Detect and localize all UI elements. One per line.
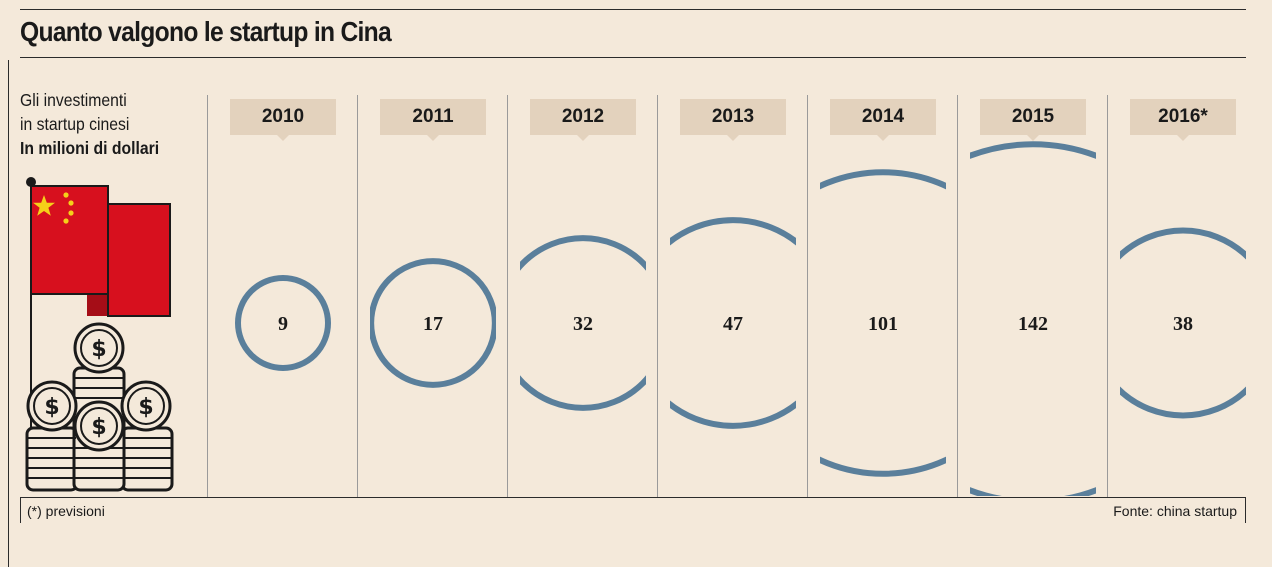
bottom-rule bbox=[20, 497, 1246, 498]
bubble-2011 bbox=[370, 258, 496, 388]
bubble-2010 bbox=[235, 275, 331, 371]
year-label: 2010 bbox=[230, 99, 336, 141]
svg-text:$: $ bbox=[91, 337, 106, 362]
column-separator bbox=[207, 95, 208, 498]
bottom-right-tick bbox=[1245, 497, 1246, 523]
china-flag-icon bbox=[26, 177, 171, 476]
value-label: 47 bbox=[723, 313, 743, 335]
page-border bbox=[8, 60, 9, 567]
svg-text:$: $ bbox=[138, 395, 153, 420]
year-label: 2013 bbox=[680, 99, 786, 141]
forecast-note: (*) previsioni bbox=[27, 503, 105, 519]
bottom-left-tick bbox=[20, 497, 21, 523]
value-label: 101 bbox=[868, 313, 898, 335]
year-label: 2015 bbox=[980, 99, 1086, 141]
value-label: 38 bbox=[1173, 313, 1193, 335]
value-label: 17 bbox=[423, 313, 443, 335]
chart-title: Quanto valgono le startup in Cina bbox=[20, 16, 392, 47]
dollar-coin-stack-icon: $ $ $ $ bbox=[25, 322, 174, 492]
column-separator bbox=[1107, 95, 1108, 498]
column-separator bbox=[357, 95, 358, 498]
year-label: 2011 bbox=[380, 99, 486, 141]
value-label: 9 bbox=[278, 313, 288, 335]
source-note: Fonte: china startup bbox=[1113, 503, 1237, 519]
bubble-2012 bbox=[520, 235, 646, 411]
column-separator bbox=[507, 95, 508, 498]
top-rule bbox=[20, 9, 1246, 10]
unit-label: In milioni di dollari bbox=[20, 138, 160, 158]
bubble-2016 bbox=[1120, 227, 1246, 419]
title-rule bbox=[20, 57, 1246, 58]
svg-text:$: $ bbox=[44, 395, 59, 420]
svg-text:$: $ bbox=[91, 415, 106, 440]
bubble-2013 bbox=[670, 217, 796, 429]
description-line-2: in startup cinesi bbox=[20, 114, 130, 134]
column-separator bbox=[657, 95, 658, 498]
value-label: 32 bbox=[573, 313, 593, 335]
bubble-2014 bbox=[820, 169, 946, 477]
year-label: 2012 bbox=[530, 99, 636, 141]
column-separator bbox=[957, 95, 958, 498]
bubble-2015 bbox=[970, 141, 1096, 496]
value-label: 142 bbox=[1018, 313, 1048, 335]
year-label: 2016* bbox=[1130, 99, 1236, 141]
description-line-1: Gli investimenti bbox=[20, 90, 127, 110]
year-label: 2014 bbox=[830, 99, 936, 141]
column-separator bbox=[807, 95, 808, 498]
chart-description: Gli investimenti in startup cinesi In mi… bbox=[20, 88, 159, 160]
